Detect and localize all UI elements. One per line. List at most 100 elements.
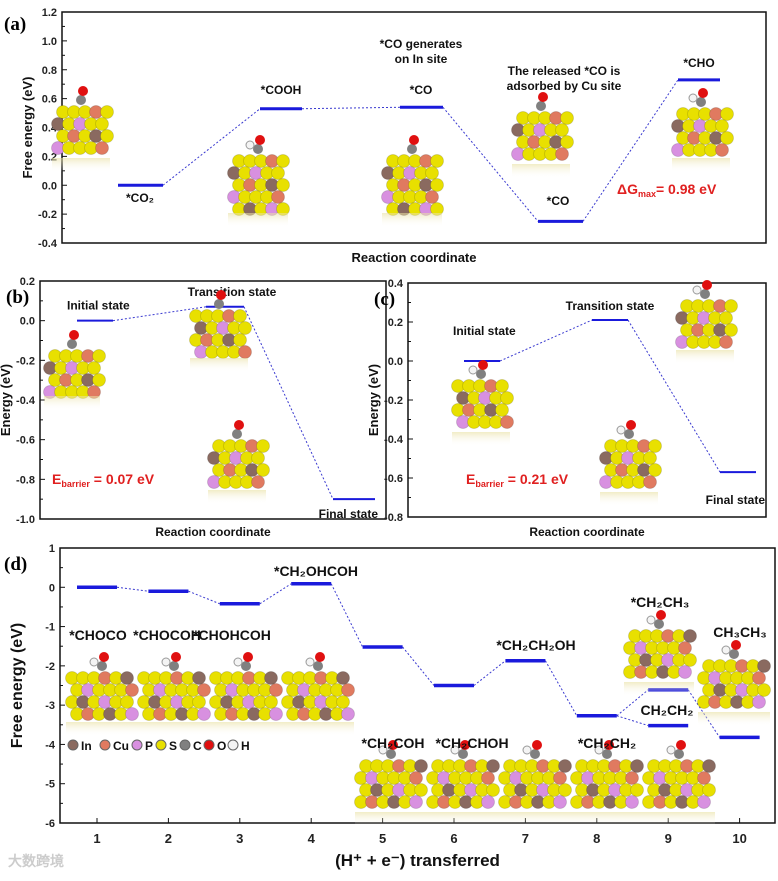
atom-S <box>271 166 285 180</box>
atom-O <box>676 740 686 750</box>
level-label: *CH₂CH₂ <box>578 735 636 751</box>
atom-Cu <box>481 771 495 785</box>
y-tick-label: 0.6 <box>42 94 57 106</box>
y-tick-label: 1.2 <box>42 7 57 19</box>
atom-S <box>336 695 350 709</box>
atom-O <box>698 88 708 98</box>
slab-reflection <box>190 358 248 372</box>
slab-reflection <box>676 350 734 364</box>
y-tick-label: -5 <box>45 779 55 791</box>
atom-Cu <box>643 475 657 489</box>
atom-H <box>161 657 171 667</box>
atom-S <box>486 783 500 797</box>
atom-C <box>700 289 710 299</box>
slab-reflection <box>571 812 643 826</box>
atom-P <box>678 665 692 679</box>
annotation: The released *CO is <box>508 64 621 78</box>
atom-S <box>558 783 572 797</box>
atom-In <box>120 671 134 685</box>
catalyst-slab-image <box>570 740 644 826</box>
level-label: *CHOCOH <box>133 627 201 643</box>
atom-C <box>253 144 263 154</box>
x-tick-label: 6 <box>450 831 457 846</box>
text-main: = 0.07 eV <box>90 471 155 487</box>
slab-reflection <box>66 722 138 736</box>
y-tick-label: -0.4 <box>16 395 36 407</box>
y-tick-label: 0.4 <box>388 278 404 290</box>
connector-line <box>162 108 261 186</box>
atom-O <box>234 420 244 430</box>
x-tick-label: 5 <box>379 831 386 846</box>
slab-reflection <box>512 164 570 178</box>
atom-H <box>616 425 626 435</box>
energy-barrier: Ebarrier = 0.21 eV <box>466 471 569 489</box>
atom-S <box>256 463 270 477</box>
catalyst-slab-image <box>227 135 290 227</box>
slab-reflection <box>138 722 210 736</box>
level-label: CH₂CH₂ <box>641 702 694 718</box>
legend-swatch <box>179 739 191 751</box>
atom-In <box>558 759 572 773</box>
atom-S <box>715 119 729 133</box>
level-label: *CO <box>547 194 570 208</box>
atom-H <box>245 140 255 150</box>
catalyst-slab-image <box>65 652 139 736</box>
slab-reflection <box>452 432 510 446</box>
atom-S <box>430 154 444 168</box>
atom-P <box>697 795 711 809</box>
atom-O <box>460 740 470 750</box>
connector-line <box>582 79 679 222</box>
atom-Cu <box>271 190 285 204</box>
level-label: *CHO <box>683 56 714 70</box>
y-tick-label: -0.4 <box>38 238 58 250</box>
text-sub: barrier <box>61 479 90 489</box>
catalyst-slab-image <box>511 92 574 178</box>
text-sub: max <box>638 189 656 199</box>
slab-reflection <box>282 722 354 736</box>
legend-swatch <box>67 739 79 751</box>
legend-swatch <box>99 739 111 751</box>
connector-line <box>616 715 649 727</box>
y-tick-label: 0.8 <box>42 65 57 77</box>
y-tick-label: -1.0 <box>16 514 35 526</box>
level-label: *CO <box>410 83 433 97</box>
atom-O <box>532 740 542 750</box>
atom-O <box>604 740 614 750</box>
atom-O <box>409 135 419 145</box>
connector-line <box>243 306 334 500</box>
atom-Cu <box>197 683 211 697</box>
atom-C <box>654 619 664 629</box>
atom-C <box>97 661 107 671</box>
connector-line <box>499 319 593 362</box>
y-tick-label: -0.6 <box>16 435 35 447</box>
slab-reflection <box>52 158 110 172</box>
atom-H <box>692 285 702 295</box>
atom-O <box>388 740 398 750</box>
atom-C <box>407 144 417 154</box>
atom-P <box>197 707 211 721</box>
panel-label-c: (c) <box>374 289 395 310</box>
atom-C <box>386 749 396 759</box>
atom-C <box>536 101 546 111</box>
level-label: *CHOCO <box>69 627 127 643</box>
atom-S <box>555 123 569 137</box>
catalyst-slab-image <box>697 640 771 726</box>
atom-Cu <box>425 190 439 204</box>
slab-reflection <box>643 812 715 826</box>
slab-reflection <box>382 213 442 227</box>
connector-line <box>402 646 435 686</box>
x-tick-label: 10 <box>732 831 746 846</box>
atom-In <box>414 759 428 773</box>
atom-P <box>553 795 567 809</box>
annotation: adsorbed by Cu site <box>507 79 622 93</box>
atom-Cu <box>238 345 252 359</box>
y-axis-label: Energy (eV) <box>366 364 381 436</box>
connector-line <box>627 319 721 473</box>
atom-H <box>89 657 99 667</box>
atom-S <box>233 309 247 323</box>
atom-P <box>125 707 139 721</box>
atom-Cu <box>341 683 355 697</box>
atom-Cu <box>697 771 711 785</box>
atom-S <box>643 451 657 465</box>
y-tick-label: -0.2 <box>38 209 57 221</box>
